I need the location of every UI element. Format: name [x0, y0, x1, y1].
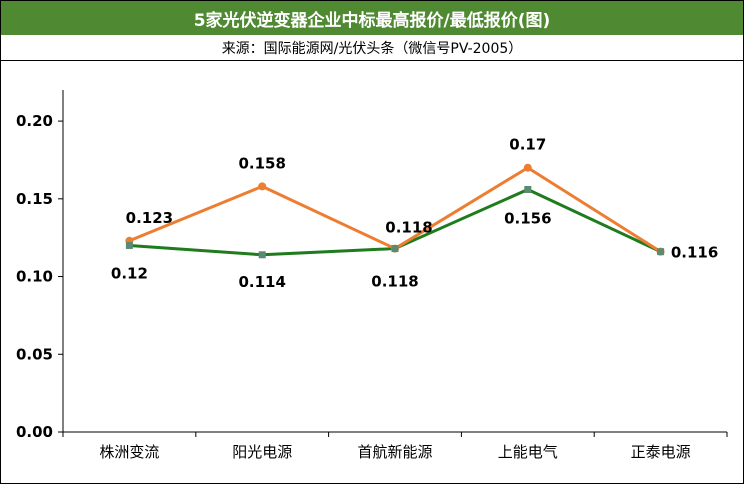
min-data-label: 0.114	[238, 273, 285, 291]
x-tick-label: 首航新能源	[357, 443, 432, 461]
min-point	[125, 241, 133, 249]
source-caption: 来源：国际能源网/光伏头条（微信号PV-2005）	[1, 36, 743, 61]
y-tick-label: 0.05	[16, 345, 53, 363]
y-tick-label: 0.20	[16, 112, 53, 130]
y-tick-label: 0.10	[16, 268, 53, 286]
y-tick-label: 0.00	[16, 423, 53, 441]
x-tick-label: 阳光电源	[232, 443, 292, 461]
max-data-label: 0.116	[671, 244, 718, 262]
min-point	[657, 248, 665, 256]
max-data-label: 0.17	[509, 136, 546, 154]
min-point	[391, 245, 399, 253]
series-line-max	[128, 166, 662, 253]
y-tick-label: 0.15	[16, 190, 53, 208]
x-tick-label: 上能电气	[498, 443, 558, 461]
max-data-label: 0.123	[126, 209, 173, 227]
max-point	[523, 163, 532, 172]
min-data-label: 0.156	[504, 209, 551, 227]
max-point	[258, 182, 267, 191]
min-point	[524, 185, 532, 193]
x-tick-label: 株洲变流	[99, 443, 159, 461]
max-data-label: 0.118	[385, 219, 432, 237]
min-data-label: 0.12	[111, 264, 148, 282]
x-tick-label: 正泰电源	[631, 443, 691, 461]
max-data-label: 0.158	[238, 154, 285, 172]
chart-title: 5家光伏逆变器企业中标最高报价/最低报价(图)	[1, 1, 743, 35]
min-data-label: 0.118	[371, 273, 418, 291]
min-point	[258, 251, 266, 259]
